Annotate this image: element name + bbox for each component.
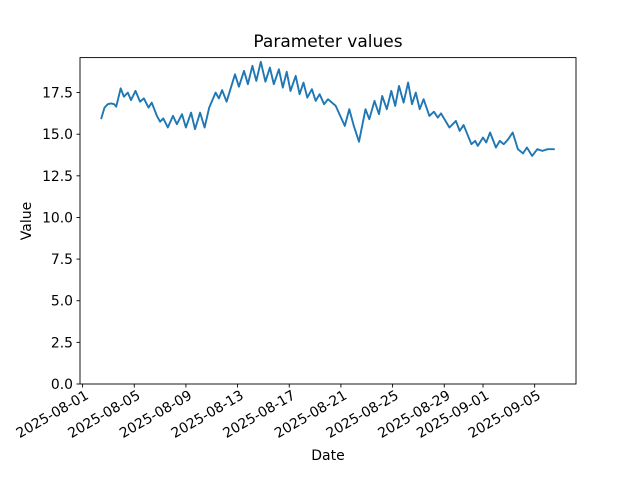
plot-border: [79, 57, 577, 385]
x-axis-title: Date: [311, 448, 345, 464]
y-tick-label: 5.0: [51, 294, 73, 310]
chart-title: Parameter values: [253, 32, 403, 52]
y-tick-label: 0.0: [51, 377, 73, 393]
y-tick-label: 17.5: [42, 86, 73, 102]
y-axis-title: Value: [19, 201, 35, 241]
y-tick-label: 2.5: [51, 335, 73, 351]
y-tick-label: 7.5: [51, 252, 73, 268]
y-tick-label: 12.5: [42, 169, 73, 185]
y-tick-label: 15.0: [42, 127, 73, 143]
y-tick-label: 10.0: [42, 210, 73, 226]
data-line: [100, 60, 555, 157]
